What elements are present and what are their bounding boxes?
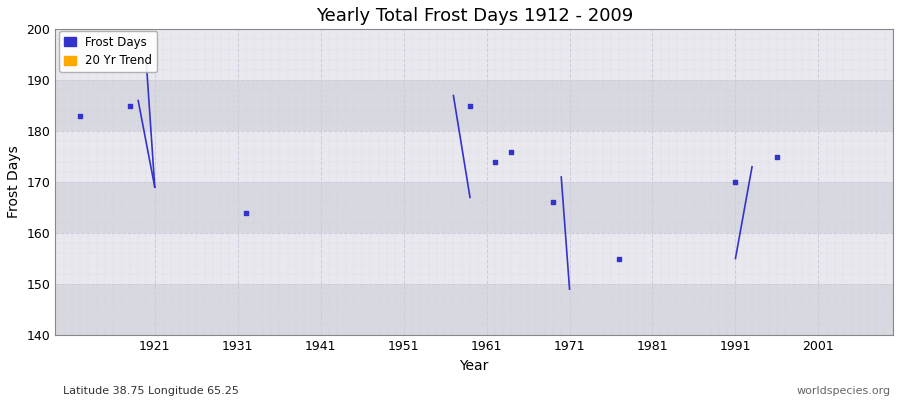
Bar <box>55 233 893 284</box>
Title: Yearly Total Frost Days 1912 - 2009: Yearly Total Frost Days 1912 - 2009 <box>316 7 633 25</box>
Point <box>488 158 502 165</box>
X-axis label: Year: Year <box>460 359 489 373</box>
Point <box>612 255 626 262</box>
Text: worldspecies.org: worldspecies.org <box>796 386 891 396</box>
Point <box>122 102 137 109</box>
Bar <box>55 182 893 233</box>
Bar <box>55 131 893 182</box>
Bar <box>55 284 893 335</box>
Point <box>770 154 784 160</box>
Point <box>73 113 87 119</box>
Point <box>545 199 560 206</box>
Bar <box>55 29 893 80</box>
Point <box>463 102 477 109</box>
Point <box>504 148 518 155</box>
Legend: Frost Days, 20 Yr Trend: Frost Days, 20 Yr Trend <box>59 31 158 72</box>
Bar <box>55 80 893 131</box>
Text: Latitude 38.75 Longitude 65.25: Latitude 38.75 Longitude 65.25 <box>63 386 238 396</box>
Y-axis label: Frost Days: Frost Days <box>7 146 21 218</box>
Point <box>238 210 253 216</box>
Point <box>728 179 742 185</box>
